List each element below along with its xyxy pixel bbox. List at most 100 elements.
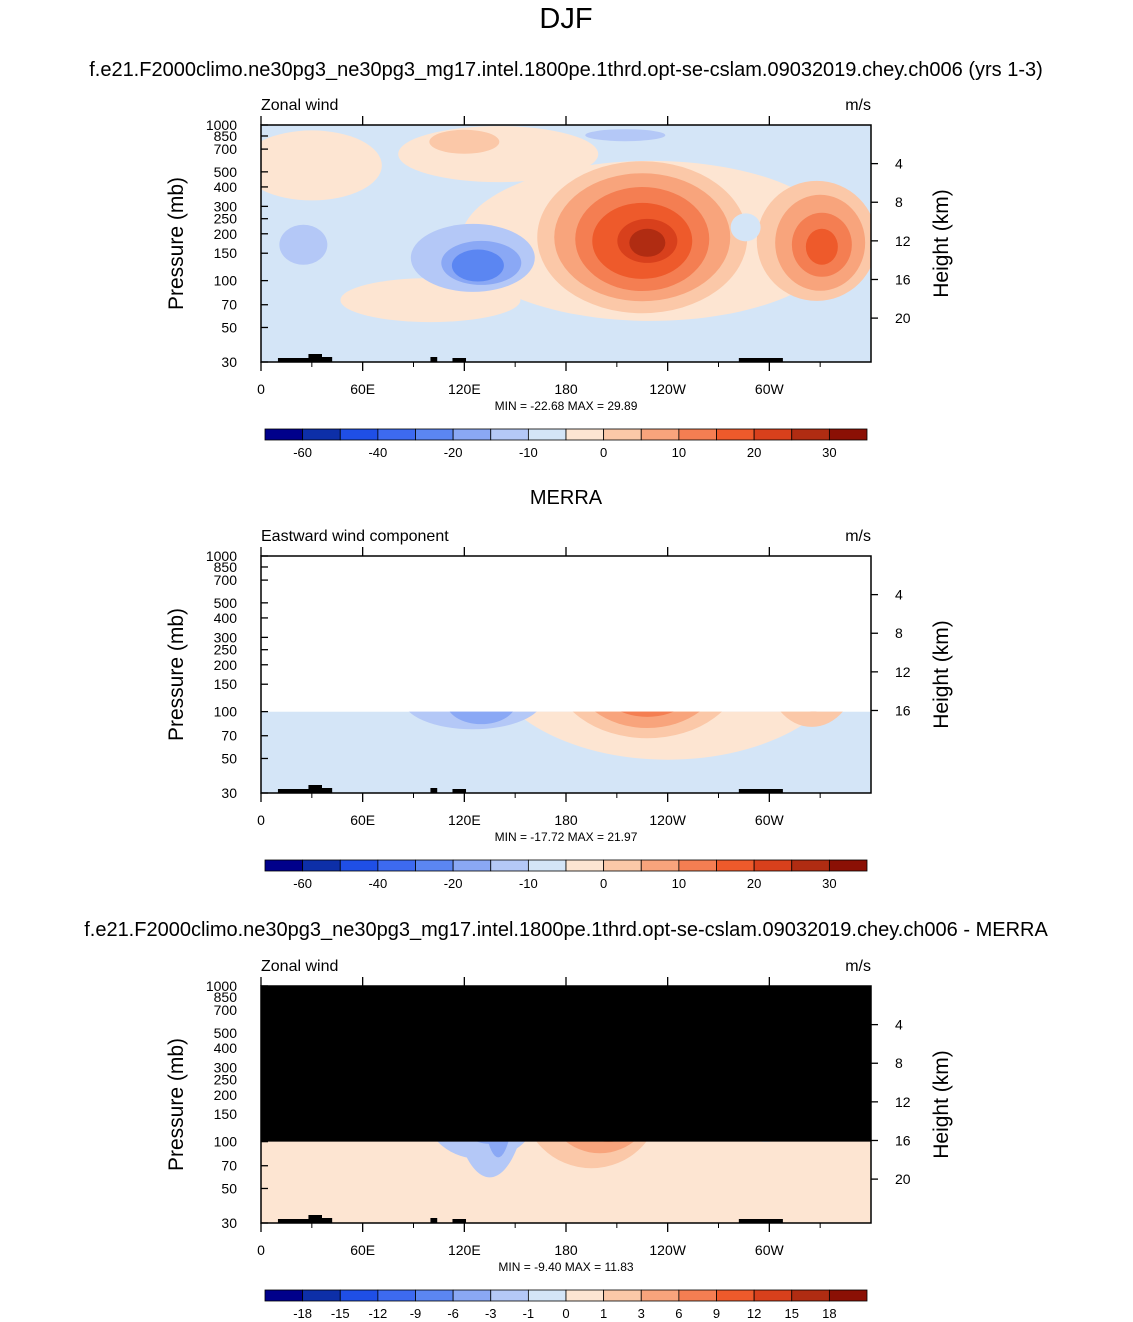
x-tick-label: 180	[554, 1242, 578, 1258]
panel-obs: Eastward wind component m/s30507010015020…	[165, 528, 953, 891]
panel-left-label: Zonal wind	[261, 97, 338, 114]
y-tick-label: 150	[214, 676, 238, 692]
colorbar-swatch	[377, 428, 416, 441]
colorbar-swatch	[603, 428, 642, 441]
colorbar-swatch	[791, 859, 830, 872]
y-tick-label: 400	[214, 610, 238, 626]
colorbar-label: 6	[675, 1306, 682, 1321]
topography-bar	[311, 788, 333, 793]
colorbar-swatch	[415, 859, 454, 872]
colorbar-label: -3	[485, 1306, 497, 1321]
y-tick-label: 850	[214, 989, 238, 1005]
colorbar-label: -40	[368, 445, 387, 460]
y2-tick-label: 4	[895, 156, 903, 172]
colorbar-swatch	[527, 1289, 567, 1302]
colorbar-swatch	[678, 1289, 717, 1302]
contour-fill	[398, 126, 599, 183]
contour-fill	[261, 130, 382, 201]
colorbar-swatch	[339, 859, 379, 872]
y-axis-title: Pressure (mb)	[165, 1038, 188, 1171]
colorbar-label: 20	[747, 876, 761, 891]
contour-fill	[585, 129, 666, 142]
x-tick-label: 120W	[649, 381, 686, 397]
y2-axis-title: Height (km)	[930, 620, 953, 729]
y-axis-title: Pressure (mb)	[165, 177, 188, 310]
topography-bar	[311, 357, 333, 362]
panel-units-label: m/s	[845, 958, 871, 975]
y-tick-label: 30	[221, 785, 237, 801]
colorbar-swatch	[302, 1289, 341, 1302]
y-tick-label: 70	[221, 728, 237, 744]
colorbar-label: -60	[293, 876, 312, 891]
y2-tick-label: 20	[895, 1171, 911, 1187]
y2-tick-label: 16	[895, 271, 911, 287]
panel-units-label: m/s	[845, 97, 871, 114]
colorbar-swatch	[302, 428, 341, 441]
colorbar-swatch	[264, 428, 304, 441]
topography-bar	[452, 1219, 467, 1223]
colorbar-swatch	[565, 859, 605, 872]
colorbar-swatch	[791, 428, 830, 441]
colorbar-label: 3	[638, 1306, 645, 1321]
colorbar-swatch	[716, 1289, 755, 1302]
y-tick-label: 700	[214, 1002, 238, 1018]
y2-axis-title: Height (km)	[930, 1050, 953, 1159]
colorbar-swatch	[565, 1289, 605, 1302]
contour-fill	[730, 213, 761, 242]
colorbar-label: 0	[600, 876, 607, 891]
y2-tick-label: 16	[895, 1132, 911, 1148]
colorbar-label: 15	[785, 1306, 799, 1321]
y2-tick-label: 12	[895, 233, 911, 249]
y-tick-label: 150	[214, 1106, 238, 1122]
topography-bar	[430, 788, 438, 793]
y-tick-label: 400	[214, 179, 238, 195]
colorbar-swatch	[565, 428, 605, 441]
x-tick-label: 120E	[448, 812, 481, 828]
topography-bar	[277, 789, 312, 793]
contour-fill	[449, 711, 513, 725]
y-tick-label: 30	[221, 354, 237, 370]
y-tick-label: 70	[221, 1158, 237, 1174]
colorbar-swatch	[490, 859, 529, 872]
x-tick-label: 60E	[350, 812, 375, 828]
colorbar-swatch	[640, 1289, 680, 1302]
y-tick-label: 300	[214, 1059, 238, 1075]
y-tick-label: 50	[221, 319, 237, 335]
colorbar-swatch	[490, 428, 529, 441]
x-tick-label: 60W	[755, 1242, 785, 1258]
colorbar-label: -6	[447, 1306, 459, 1321]
colorbar-label: 10	[672, 876, 686, 891]
x-tick-label: 60W	[755, 381, 785, 397]
colorbar-label: 0	[600, 445, 607, 460]
y-tick-label: 700	[214, 141, 238, 157]
topography	[277, 1215, 783, 1223]
y-tick-label: 250	[214, 642, 238, 658]
topography	[277, 785, 783, 793]
colorbar: -60 -40 -20 -10 0 10 20 30	[264, 428, 868, 460]
colorbar-swatch	[527, 428, 567, 441]
y-tick-label: 500	[214, 595, 238, 611]
colorbar-swatch	[377, 1289, 416, 1302]
colorbar-swatch	[716, 428, 755, 441]
x-tick-label: 120E	[448, 1242, 481, 1258]
x-tick-label: 120W	[649, 1242, 686, 1258]
colorbar-swatch	[678, 859, 717, 872]
colorbar-swatch	[377, 859, 416, 872]
colorbar-label: -15	[331, 1306, 350, 1321]
topography-bar	[277, 1219, 312, 1223]
diff-title: f.e21.F2000climo.ne30pg3_ne30pg3_mg17.in…	[84, 919, 1048, 941]
y-tick-label: 100	[214, 273, 238, 289]
y-tick-label: 250	[214, 1072, 238, 1088]
x-tick-label: 60E	[350, 1242, 375, 1258]
min-max-label: MIN = -22.68 MAX = 29.89	[495, 399, 638, 413]
x-tick-label: 60W	[755, 812, 785, 828]
y2-tick-label: 8	[895, 194, 903, 210]
colorbar-swatch	[452, 428, 492, 441]
y2-tick-label: 16	[895, 702, 911, 718]
y2-tick-label: 4	[895, 1017, 903, 1033]
y-tick-label: 200	[214, 1087, 238, 1103]
topography-bar	[452, 789, 467, 793]
panel-left-label: Eastward wind component	[261, 528, 449, 545]
colorbar-swatch	[791, 1289, 830, 1302]
